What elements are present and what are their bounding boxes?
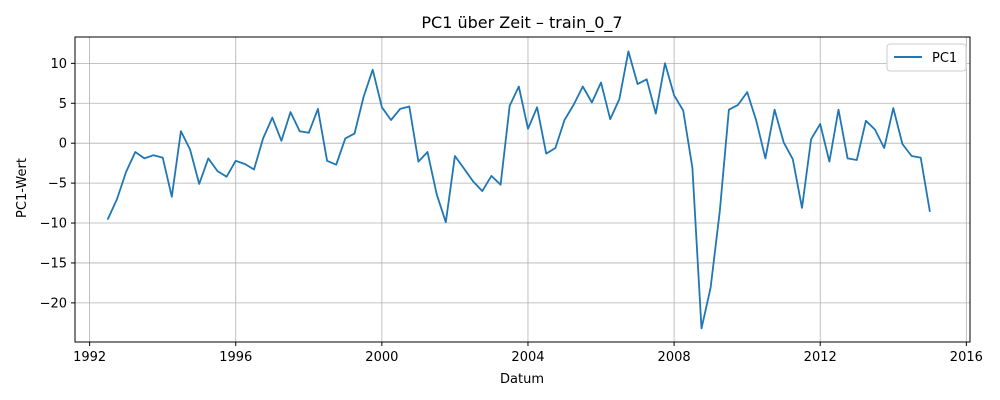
x-tick-label: 1992 bbox=[73, 350, 106, 365]
chart-title: PC1 über Zeit – train_0_7 bbox=[421, 13, 622, 33]
legend: PC1 bbox=[886, 43, 967, 72]
y-axis: −20 −15 −10 −5 0 5 10 bbox=[40, 57, 75, 311]
x-tick-label: 2000 bbox=[365, 350, 398, 365]
y-axis-title: PC1-Wert bbox=[15, 158, 30, 218]
y-tick-label: −5 bbox=[48, 177, 67, 192]
x-axis: 1992 1996 2000 2004 2008 2012 2016 bbox=[73, 342, 983, 365]
series-line-pc1 bbox=[107, 50, 931, 330]
y-tick-label: 0 bbox=[59, 137, 67, 152]
x-tick-label: 2016 bbox=[950, 350, 983, 365]
x-tick-label: 2004 bbox=[511, 350, 544, 365]
y-tick-label: −15 bbox=[40, 256, 67, 271]
y-tick-label: −10 bbox=[40, 217, 67, 232]
x-tick-label: 1996 bbox=[219, 350, 252, 365]
x-tick-label: 2008 bbox=[658, 350, 691, 365]
x-tick-label: 2012 bbox=[804, 350, 837, 365]
legend-box bbox=[886, 43, 967, 72]
y-tick-label: 5 bbox=[59, 97, 67, 112]
x-axis-title: Datum bbox=[500, 372, 544, 387]
y-tick-label: −20 bbox=[40, 296, 67, 311]
series-layer bbox=[107, 50, 931, 330]
plot-area-frame bbox=[74, 36, 971, 343]
y-tick-label: 10 bbox=[50, 57, 67, 72]
legend-label-pc1: PC1 bbox=[932, 51, 957, 66]
